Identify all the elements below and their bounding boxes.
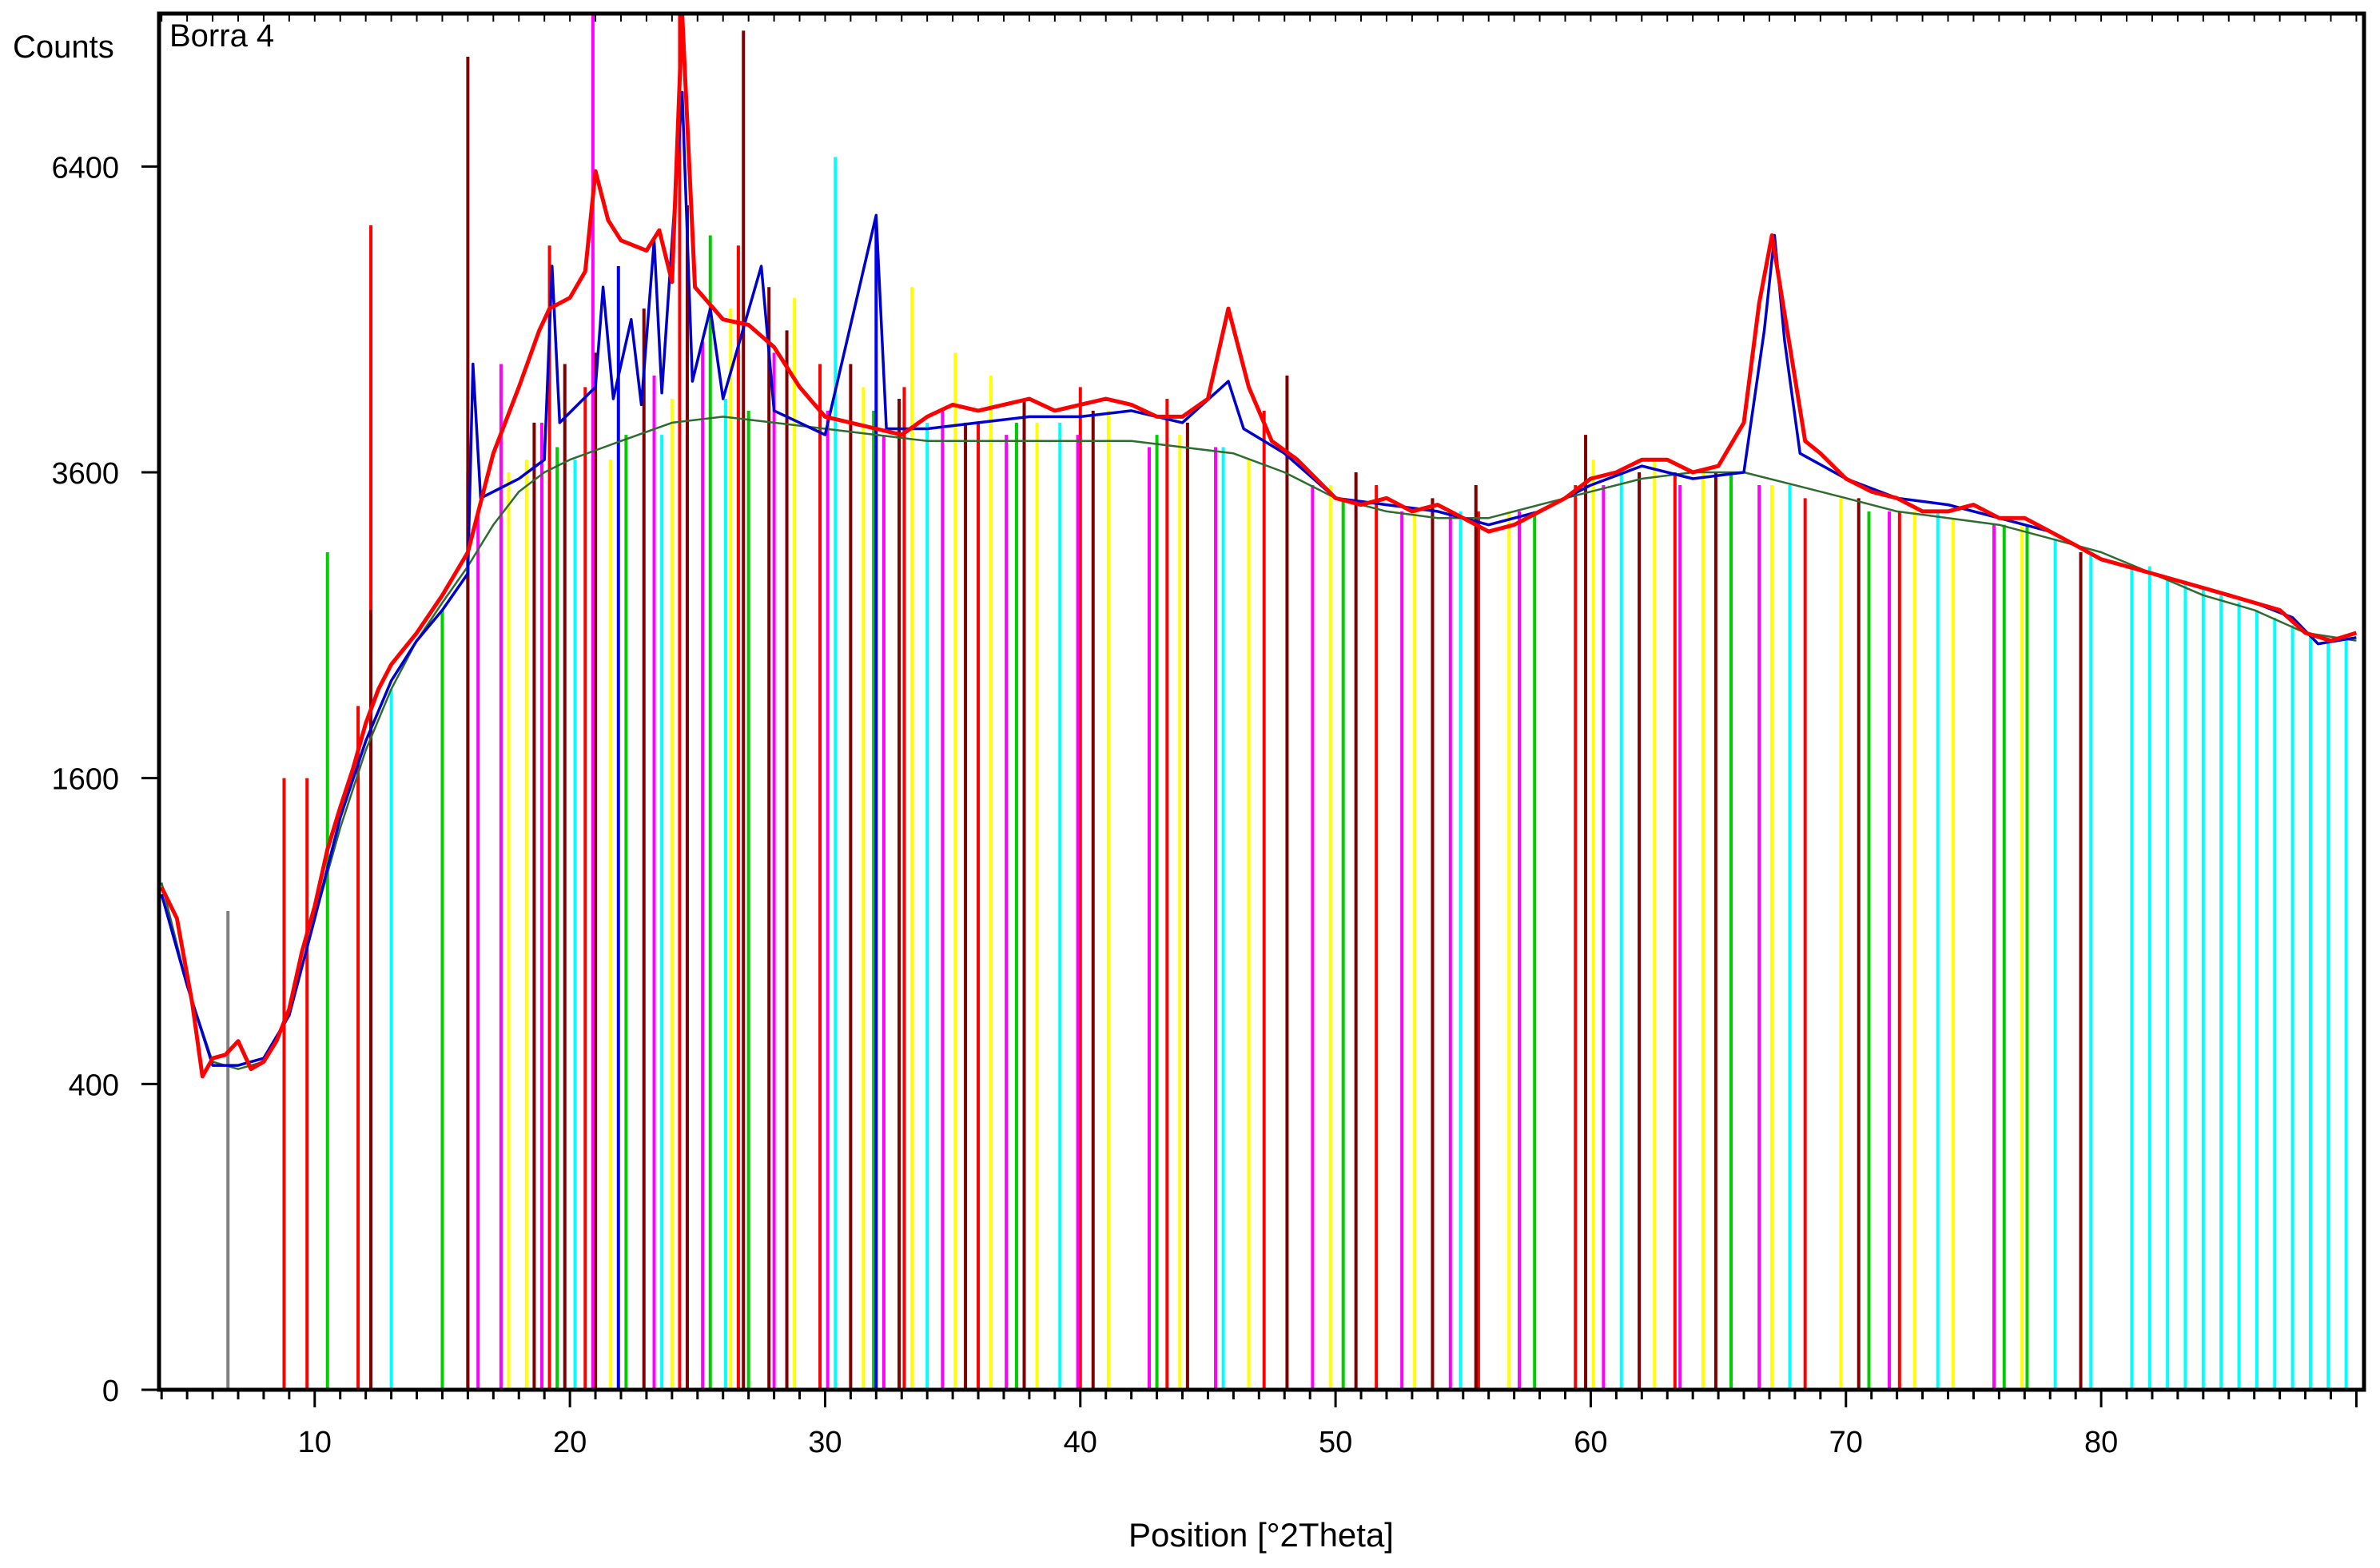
- chart-title: Borra 4: [169, 18, 274, 54]
- y-axis-label: Counts: [13, 30, 114, 65]
- x-axis-label: Position [°2Theta]: [1128, 1516, 1394, 1554]
- y-tick-label: 3600: [51, 457, 119, 491]
- series-line: [160, 416, 2357, 1070]
- series-line: [159, 11, 2358, 1079]
- reference-sticks: [226, 14, 2348, 1390]
- pattern-series: [159, 11, 2358, 1079]
- x-tick-label: 20: [553, 1426, 587, 1459]
- x-tick-label: 70: [1829, 1426, 1863, 1459]
- series-line: [160, 90, 2357, 1067]
- plot-frame: [157, 11, 2366, 1392]
- top-ticks: [161, 14, 2358, 22]
- x-tick-label: 50: [1319, 1426, 1352, 1459]
- x-tick-label: 80: [2084, 1426, 2118, 1459]
- x-tick-label: 40: [1064, 1426, 1097, 1459]
- x-tick-label: 10: [298, 1426, 332, 1459]
- x-axis: 10 20 30 40 50 60 70 80: [160, 1390, 2358, 1459]
- y-axis: 0 400 1600 3600 6400: [51, 151, 159, 1408]
- x-tick-label: 30: [808, 1426, 842, 1459]
- y-tick-label: 1600: [51, 763, 119, 797]
- y-tick-label: 0: [102, 1375, 119, 1408]
- x-tick-label: 60: [1574, 1426, 1607, 1459]
- y-tick-label: 6400: [51, 151, 119, 185]
- y-tick-label: 400: [69, 1069, 119, 1102]
